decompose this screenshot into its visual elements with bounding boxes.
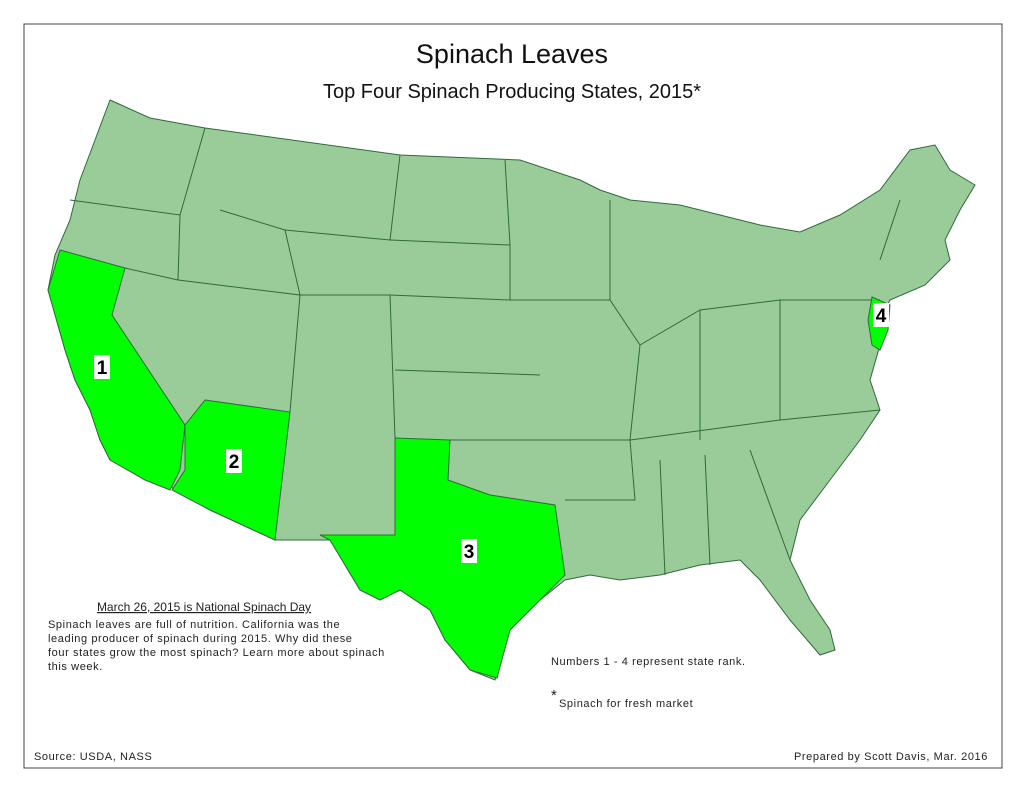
legend-note: Numbers 1 - 4 represent state rank. [551, 656, 746, 668]
note-line: leading producer of spinach during 2015.… [48, 633, 353, 645]
rank-box [226, 449, 242, 473]
rank-label: 2 [229, 452, 240, 473]
rank-box [461, 539, 477, 563]
state-borders [69, 127, 901, 576]
rank-label: 4 [876, 306, 887, 327]
source: Source: USDA, NASS [34, 751, 152, 763]
rank-box [873, 303, 889, 327]
footnote: Spinach for fresh market [559, 698, 693, 710]
note-line: four states grow the most spinach? Learn… [48, 647, 385, 659]
texas [319, 437, 566, 679]
credit: Prepared by Scott Davis, Mar. 2016 [794, 751, 988, 763]
note-heading: March 26, 2015 is National Spinach Day [97, 600, 311, 614]
california [47, 249, 186, 491]
note-line: Spinach leaves are full of nutrition. Ca… [48, 619, 340, 631]
rank-box [94, 355, 110, 379]
note-line: this week. [48, 661, 103, 673]
footnote-marker: * [551, 687, 557, 704]
note-body: Spinach leaves are full of nutrition. Ca… [48, 619, 385, 673]
rank-labels: 1 2 3 4 [94, 303, 889, 563]
title: Spinach Leaves [416, 39, 608, 69]
rank-label: 3 [464, 542, 475, 563]
subtitle: Top Four Spinach Producing States, 2015* [323, 81, 701, 103]
rank-label: 1 [97, 358, 108, 379]
